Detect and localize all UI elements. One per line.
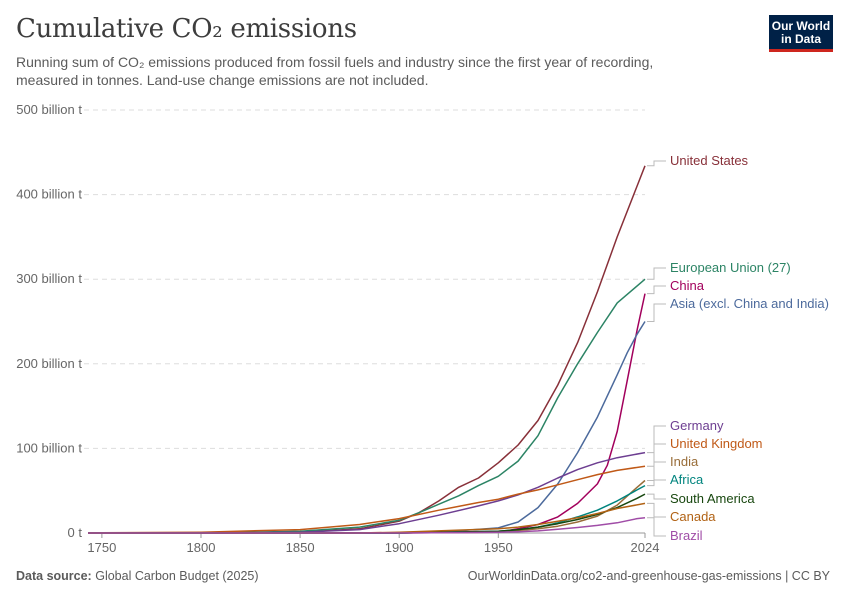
- series-label[interactable]: United States: [670, 153, 749, 168]
- x-axis: 1750 1800 1850 1900 1950 2024: [87, 532, 660, 555]
- series-line[interactable]: [88, 479, 646, 534]
- x-tick-label: 1800: [187, 540, 216, 555]
- series-line[interactable]: [88, 321, 646, 534]
- y-axis-ticks: 0 t 100 billion t 200 billion t 300 billion…: [16, 102, 82, 540]
- series-label[interactable]: Africa: [670, 472, 704, 487]
- series-label[interactable]: Germany: [670, 418, 724, 433]
- logo-line-1: Our World: [771, 19, 831, 33]
- chart-subtitle: Running sum of CO₂ emissions produced fr…: [16, 54, 654, 88]
- series-label[interactable]: South America: [670, 491, 755, 506]
- series-label[interactable]: United Kingdom: [670, 436, 763, 451]
- series-label[interactable]: China: [670, 278, 705, 293]
- owid-logo[interactable]: Our World in Data: [769, 15, 833, 52]
- label-connector: [647, 517, 666, 537]
- label-connector: [647, 443, 666, 467]
- data-source-text[interactable]: Global Carbon Budget (2025): [95, 569, 259, 583]
- x-tick-label: 1900: [385, 540, 414, 555]
- y-tick-label: 200 billion t: [16, 356, 82, 371]
- chart-title: Cumulative CO₂ emissions: [16, 14, 357, 44]
- data-source-label: Data source:: [16, 569, 92, 583]
- y-tick-label: 100 billion t: [16, 440, 82, 455]
- series-line[interactable]: [88, 517, 646, 534]
- y-tick-label: 300 billion t: [16, 271, 82, 286]
- label-connector: [647, 493, 666, 500]
- y-tick-label: 0 t: [68, 525, 83, 540]
- label-connector: [647, 285, 666, 295]
- series-lines: [87, 165, 646, 534]
- series-label[interactable]: Asia (excl. China and India): [670, 296, 829, 311]
- logo-line-2: in Data: [780, 32, 821, 46]
- series-line[interactable]: [88, 451, 646, 534]
- label-connector: [647, 425, 666, 454]
- y-tick-label: 400 billion t: [16, 187, 82, 202]
- grid-lines: [84, 109, 645, 449]
- label-connector: [647, 267, 666, 280]
- label-connector: [647, 303, 666, 322]
- series-label[interactable]: Brazil: [670, 528, 703, 543]
- series-line[interactable]: [88, 293, 646, 534]
- series-label[interactable]: India: [670, 454, 699, 469]
- series-label[interactable]: Canada: [670, 509, 716, 524]
- footer-url[interactable]: OurWorldinData.org/co2-and-greenhouse-ga…: [467, 569, 830, 583]
- x-tick-label: 1850: [286, 540, 315, 555]
- label-connector: [647, 502, 666, 518]
- y-tick-label: 500 billion t: [16, 102, 82, 117]
- x-tick-label: 1950: [484, 540, 513, 555]
- label-connector: [647, 461, 666, 481]
- series-line[interactable]: [87, 465, 646, 534]
- x-tick-label: 1750: [87, 540, 116, 555]
- x-tick-label: 2024: [631, 540, 660, 555]
- label-connector: [647, 160, 666, 167]
- data-source: Data source: Global Carbon Budget (2025): [16, 569, 259, 583]
- label-connector: [647, 479, 666, 487]
- series-label[interactable]: European Union (27): [670, 260, 791, 275]
- series-labels: United States European Union (27) China Asi…: [647, 153, 829, 543]
- series-line[interactable]: [88, 278, 646, 534]
